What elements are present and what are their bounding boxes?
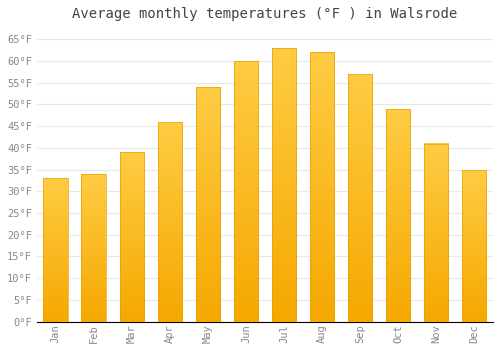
Bar bbox=[348, 74, 372, 322]
Bar bbox=[82, 174, 106, 322]
Bar bbox=[120, 152, 144, 322]
Bar bbox=[424, 144, 448, 322]
Bar bbox=[158, 122, 182, 322]
Bar bbox=[310, 52, 334, 322]
Bar bbox=[272, 48, 296, 322]
Bar bbox=[234, 61, 258, 322]
Bar bbox=[462, 169, 486, 322]
Bar bbox=[196, 87, 220, 322]
Bar bbox=[44, 178, 68, 322]
Title: Average monthly temperatures (°F ) in Walsrode: Average monthly temperatures (°F ) in Wa… bbox=[72, 7, 458, 21]
Bar bbox=[386, 109, 410, 322]
